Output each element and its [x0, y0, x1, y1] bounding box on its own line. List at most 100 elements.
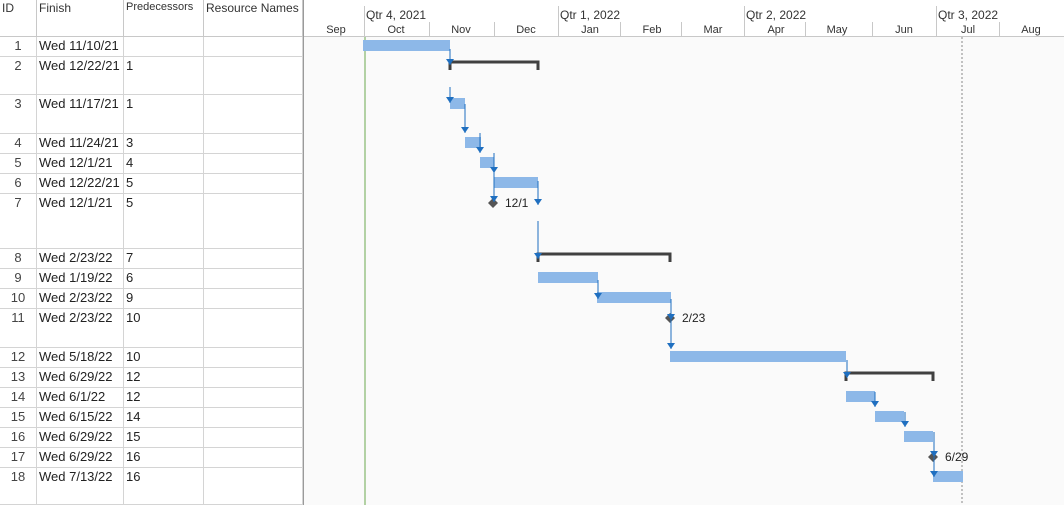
row-id-cell[interactable]: 9 — [0, 269, 37, 288]
milestone-date-label[interactable]: 2/23 — [682, 311, 706, 325]
predecessors-cell[interactable]: 3 — [124, 134, 204, 153]
task-row[interactable]: 10 Wed 2/23/22 9 — [0, 289, 303, 309]
predecessors-cell[interactable]: 12 — [124, 388, 204, 407]
task-row[interactable]: 8 Wed 2/23/22 7 — [0, 249, 303, 269]
finish-cell[interactable]: Wed 2/23/22 — [37, 309, 124, 347]
predecessors-cell[interactable]: 15 — [124, 428, 204, 447]
resource-names-cell[interactable] — [204, 154, 303, 173]
task-bar[interactable] — [846, 391, 875, 402]
task-row[interactable]: 1 Wed 11/10/21 — [0, 37, 303, 57]
resource-names-cell[interactable] — [204, 448, 303, 467]
predecessors-cell[interactable]: 12 — [124, 368, 204, 387]
task-bar[interactable] — [465, 137, 481, 148]
predecessors-cell[interactable]: 6 — [124, 269, 204, 288]
resource-names-cell[interactable] — [204, 368, 303, 387]
task-row[interactable]: 6 Wed 12/22/21 5 — [0, 174, 303, 194]
resource-names-cell[interactable] — [204, 388, 303, 407]
task-bar[interactable] — [670, 351, 846, 362]
task-bar[interactable] — [904, 431, 933, 442]
row-id-cell[interactable]: 4 — [0, 134, 37, 153]
milestone-diamond[interactable] — [488, 198, 498, 208]
task-bar[interactable] — [597, 292, 671, 303]
row-id-cell[interactable]: 10 — [0, 289, 37, 308]
finish-cell[interactable]: Wed 6/15/22 — [37, 408, 124, 427]
split-bar[interactable] — [303, 0, 304, 505]
row-id-cell[interactable]: 6 — [0, 174, 37, 193]
finish-cell[interactable]: Wed 11/24/21 — [37, 134, 124, 153]
finish-cell[interactable]: Wed 6/29/22 — [37, 428, 124, 447]
task-row[interactable]: 9 Wed 1/19/22 6 — [0, 269, 303, 289]
task-row[interactable]: 17 Wed 6/29/22 16 — [0, 448, 303, 468]
finish-cell[interactable]: Wed 12/22/21 — [37, 57, 124, 94]
predecessors-cell[interactable]: 14 — [124, 408, 204, 427]
column-header-id[interactable]: ID — [0, 0, 37, 37]
finish-cell[interactable]: Wed 6/1/22 — [37, 388, 124, 407]
column-header-resource-names[interactable]: Resource Names — [204, 0, 303, 37]
resource-names-cell[interactable] — [204, 408, 303, 427]
finish-cell[interactable]: Wed 6/29/22 — [37, 368, 124, 387]
resource-names-cell[interactable] — [204, 194, 303, 248]
resource-names-cell[interactable] — [204, 348, 303, 367]
predecessors-cell[interactable]: 16 — [124, 468, 204, 504]
predecessors-cell[interactable]: 7 — [124, 249, 204, 268]
resource-names-cell[interactable] — [204, 428, 303, 447]
finish-cell[interactable]: Wed 6/29/22 — [37, 448, 124, 467]
row-id-cell[interactable]: 7 — [0, 194, 37, 248]
row-id-cell[interactable]: 8 — [0, 249, 37, 268]
finish-cell[interactable]: Wed 2/23/22 — [37, 249, 124, 268]
task-row[interactable]: 13 Wed 6/29/22 12 — [0, 368, 303, 388]
task-bar[interactable] — [875, 411, 904, 422]
row-id-cell[interactable]: 15 — [0, 408, 37, 427]
finish-cell[interactable]: Wed 11/17/21 — [37, 95, 124, 133]
predecessors-cell[interactable]: 4 — [124, 154, 204, 173]
summary-bar[interactable] — [536, 252, 672, 262]
row-id-cell[interactable]: 11 — [0, 309, 37, 347]
task-row[interactable]: 7 Wed 12/1/21 5 — [0, 194, 303, 249]
row-id-cell[interactable]: 18 — [0, 468, 37, 504]
row-id-cell[interactable]: 1 — [0, 37, 37, 56]
row-id-cell[interactable]: 17 — [0, 448, 37, 467]
predecessors-cell[interactable]: 9 — [124, 289, 204, 308]
resource-names-cell[interactable] — [204, 249, 303, 268]
task-bar[interactable] — [480, 157, 494, 168]
finish-cell[interactable]: Wed 5/18/22 — [37, 348, 124, 367]
column-header-finish[interactable]: Finish — [37, 0, 124, 37]
resource-names-cell[interactable] — [204, 134, 303, 153]
task-row[interactable]: 3 Wed 11/17/21 1 — [0, 95, 303, 134]
finish-cell[interactable]: Wed 12/1/21 — [37, 194, 124, 248]
task-row[interactable]: 2 Wed 12/22/21 1 — [0, 57, 303, 95]
resource-names-cell[interactable] — [204, 309, 303, 347]
row-id-cell[interactable]: 14 — [0, 388, 37, 407]
predecessors-cell[interactable]: 1 — [124, 57, 204, 94]
predecessors-cell[interactable]: 5 — [124, 174, 204, 193]
row-id-cell[interactable]: 12 — [0, 348, 37, 367]
task-row[interactable]: 18 Wed 7/13/22 16 — [0, 468, 303, 505]
finish-cell[interactable]: Wed 7/13/22 — [37, 468, 124, 504]
task-row[interactable]: 11 Wed 2/23/22 10 — [0, 309, 303, 348]
resource-names-cell[interactable] — [204, 269, 303, 288]
predecessors-cell[interactable]: 10 — [124, 309, 204, 347]
task-bar[interactable] — [494, 177, 538, 188]
resource-names-cell[interactable] — [204, 289, 303, 308]
finish-cell[interactable]: Wed 1/19/22 — [37, 269, 124, 288]
row-id-cell[interactable]: 16 — [0, 428, 37, 447]
summary-bar[interactable] — [844, 371, 935, 381]
finish-cell[interactable]: Wed 12/22/21 — [37, 174, 124, 193]
task-row[interactable]: 12 Wed 5/18/22 10 — [0, 348, 303, 368]
finish-cell[interactable]: Wed 12/1/21 — [37, 154, 124, 173]
column-header-predecessors[interactable]: Predecessors — [124, 0, 204, 37]
milestone-date-label[interactable]: 12/1 — [505, 196, 529, 210]
task-row[interactable]: 4 Wed 11/24/21 3 — [0, 134, 303, 154]
task-bar[interactable] — [538, 272, 598, 283]
predecessors-cell[interactable]: 5 — [124, 194, 204, 248]
finish-cell[interactable]: Wed 2/23/22 — [37, 289, 124, 308]
predecessors-cell[interactable]: 16 — [124, 448, 204, 467]
row-id-cell[interactable]: 3 — [0, 95, 37, 133]
finish-cell[interactable]: Wed 11/10/21 — [37, 37, 124, 56]
task-row[interactable]: 14 Wed 6/1/22 12 — [0, 388, 303, 408]
resource-names-cell[interactable] — [204, 57, 303, 94]
resource-names-cell[interactable] — [204, 37, 303, 56]
row-id-cell[interactable]: 2 — [0, 57, 37, 94]
row-id-cell[interactable]: 13 — [0, 368, 37, 387]
task-row[interactable]: 16 Wed 6/29/22 15 — [0, 428, 303, 448]
